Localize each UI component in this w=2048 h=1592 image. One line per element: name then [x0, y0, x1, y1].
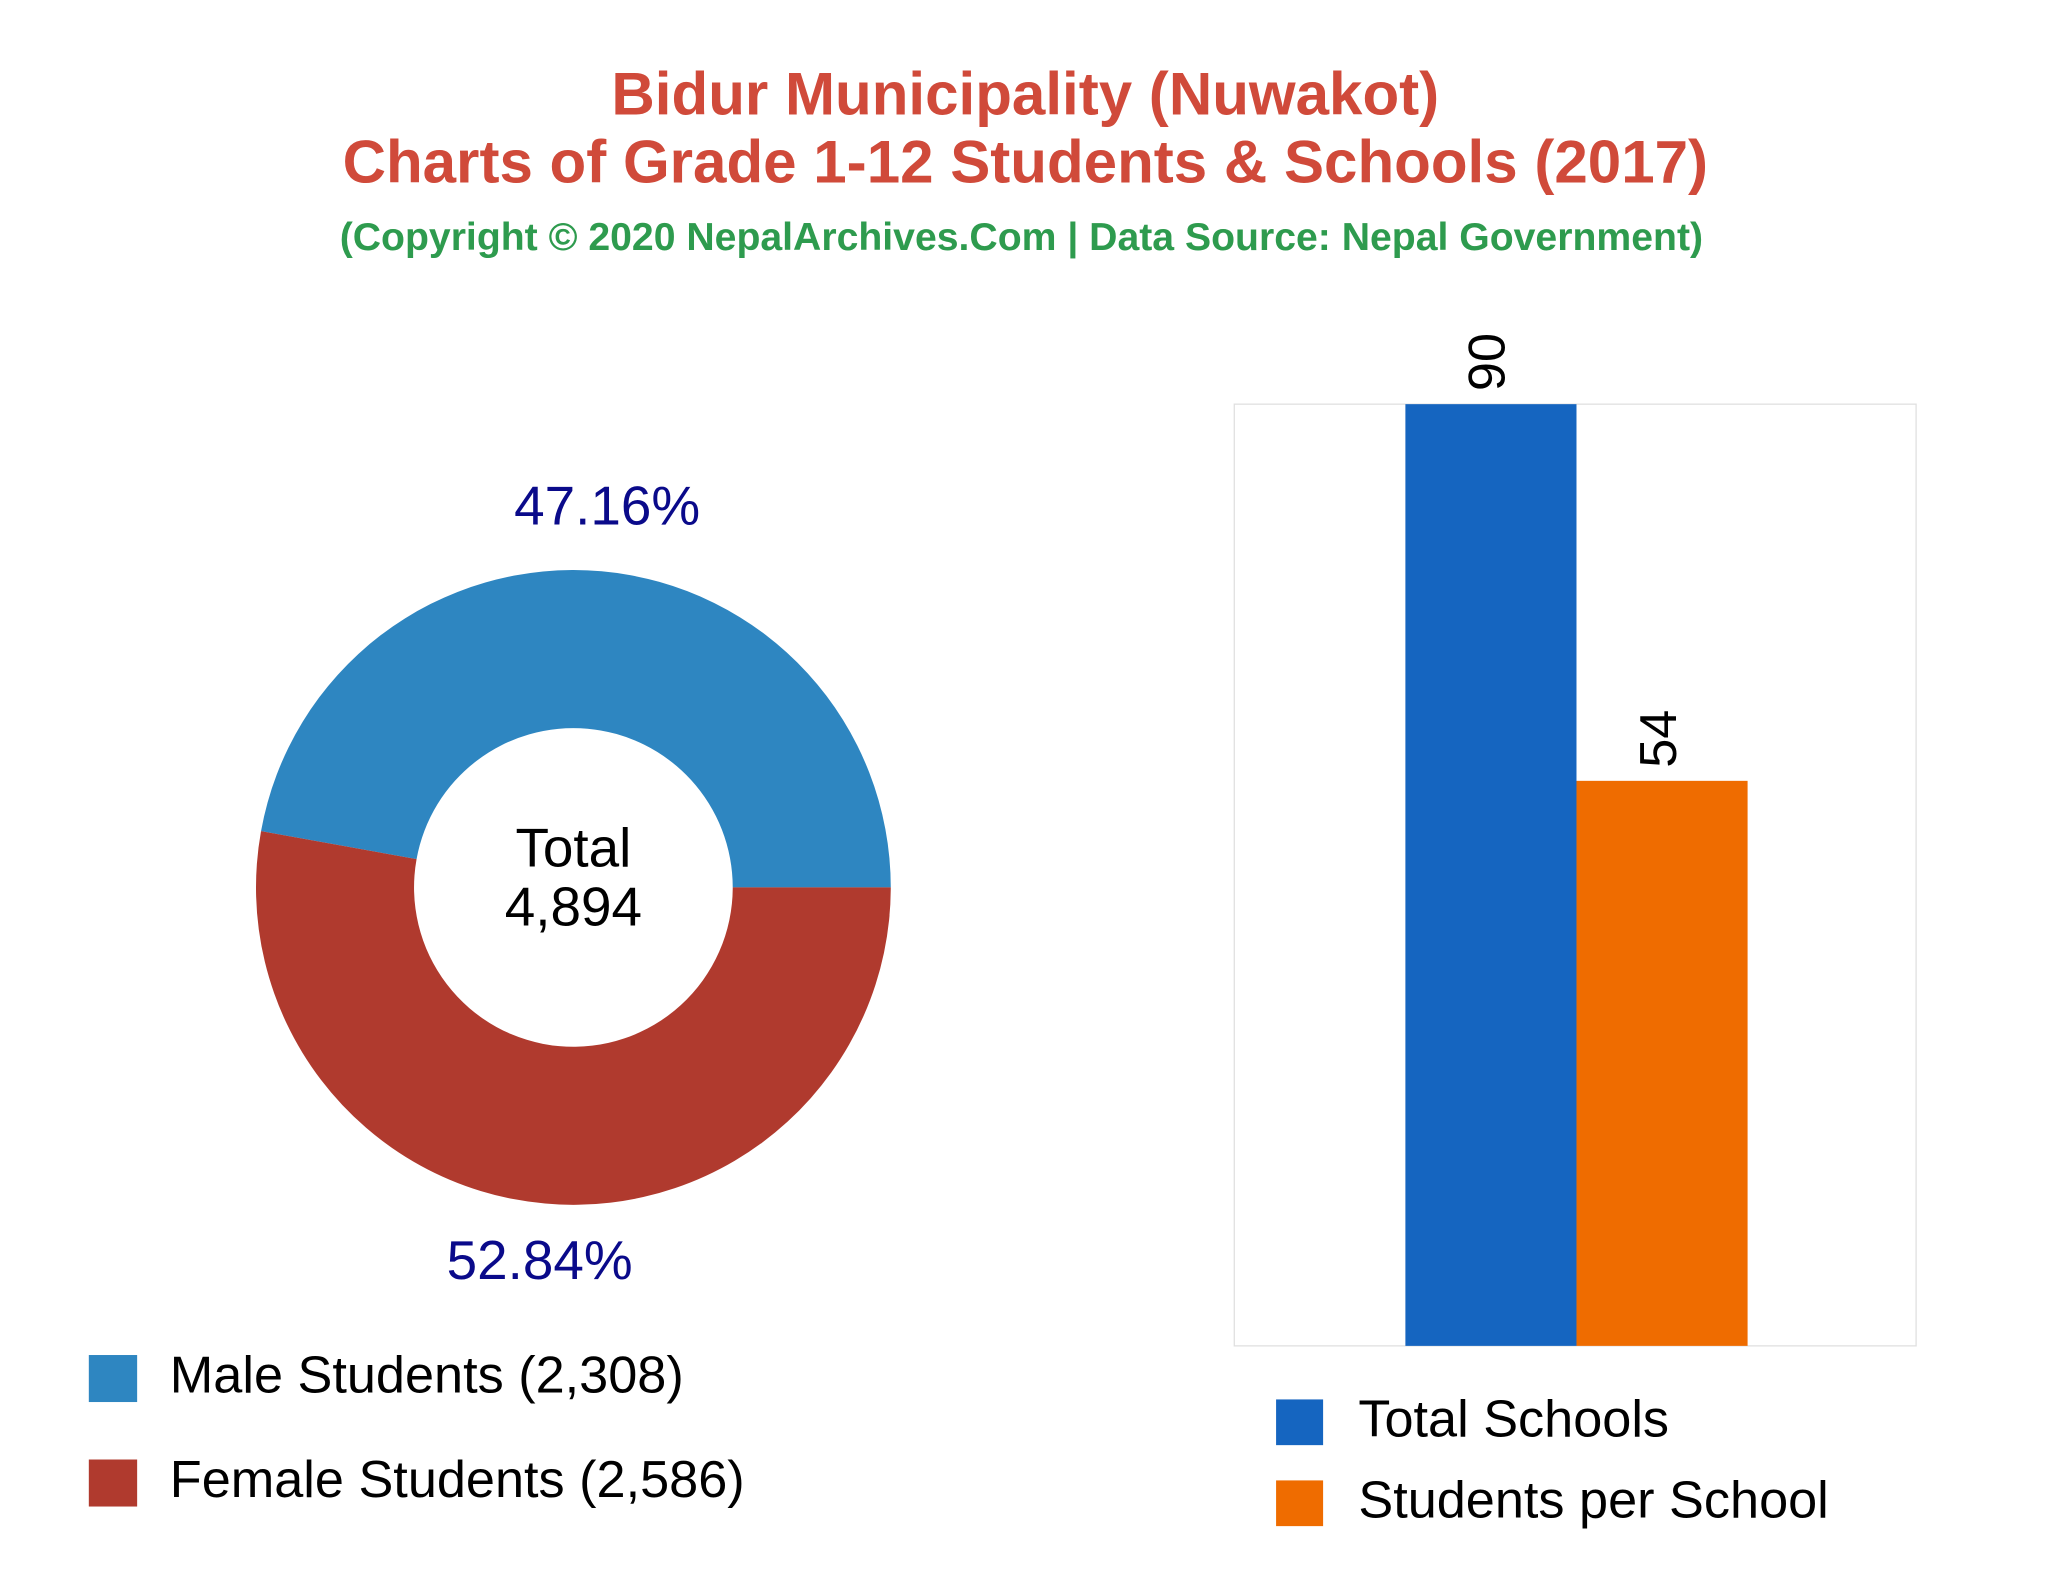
legend-swatch — [1276, 1399, 1324, 1446]
legend-swatch — [88, 1459, 138, 1507]
legend-swatch — [88, 1355, 138, 1403]
donut-slice — [256, 831, 891, 1205]
bar — [1405, 404, 1577, 1346]
legend-label: Total Schools — [1358, 1391, 1669, 1449]
bar — [1576, 780, 1748, 1346]
donut-slice — [261, 570, 891, 888]
legend-label: Female Students (2,586) — [170, 1451, 745, 1509]
center-label: Total — [515, 817, 631, 879]
legend-label: Students per School — [1358, 1472, 1828, 1530]
chart-title: Charts of Grade 1-12 Students & Schools … — [343, 128, 1708, 195]
chart-subtitle: (Copyright © 2020 NepalArchives.Com | Da… — [340, 216, 1703, 259]
data-label: 54 — [1630, 710, 1688, 768]
data-label: 90 — [1459, 333, 1517, 391]
data-label: 47.16% — [514, 475, 700, 537]
chart-title: Bidur Municipality (Nuwakot) — [611, 60, 1439, 127]
center-label: 4,894 — [505, 875, 642, 937]
legend-label: Male Students (2,308) — [170, 1346, 684, 1404]
legend-swatch — [1276, 1480, 1324, 1527]
data-label: 52.84% — [447, 1229, 633, 1291]
